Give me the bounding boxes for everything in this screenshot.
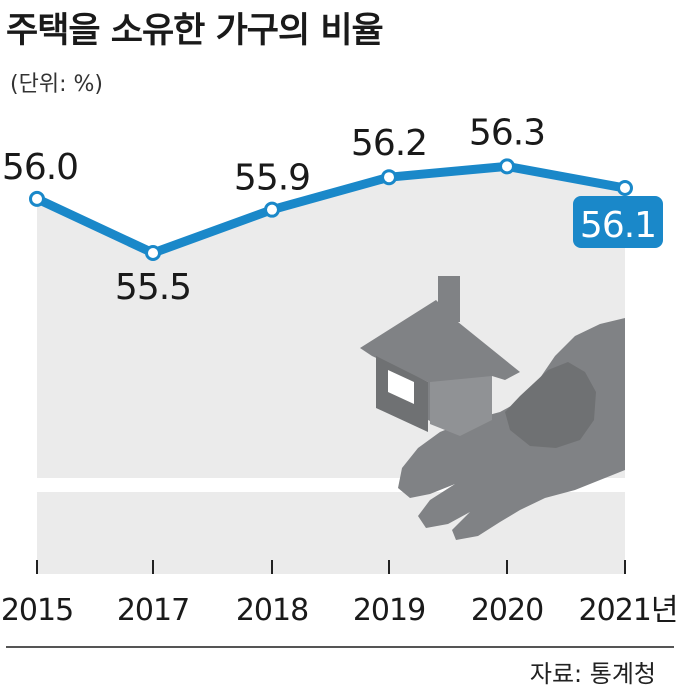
highlight-value-badge xyxy=(573,196,663,248)
x-tick-label-0: 2015 xyxy=(1,593,73,628)
x-tick-label-1: 2017 xyxy=(117,593,189,628)
value-label-2019: 56.2 xyxy=(351,123,427,164)
value-label-2017: 55.5 xyxy=(115,267,191,308)
chart-title: 주택을 소유한 가구의 비율 xyxy=(6,11,384,51)
x-axis-ticks xyxy=(36,560,626,574)
data-point-2019 xyxy=(381,169,397,186)
data-point-2015 xyxy=(29,190,45,207)
data-point-2017 xyxy=(145,245,161,261)
series-line xyxy=(32,161,630,258)
source-divider xyxy=(6,646,674,648)
x-tick-label-2: 2018 xyxy=(236,593,308,628)
value-label-2018: 55.9 xyxy=(234,158,310,199)
x-tick-label-3: 2019 xyxy=(353,593,425,628)
source-label: 자료: 통계청 xyxy=(529,660,656,688)
data-point-2018 xyxy=(264,201,280,218)
data-point-2020 xyxy=(499,158,515,175)
x-tick-label-5: 2021년 xyxy=(579,593,678,628)
value-label-2021년: 56.1 xyxy=(580,205,656,246)
unit-label: (단위: %) xyxy=(10,72,103,97)
hand-holding-house-icon xyxy=(360,276,625,540)
chart-area-fill xyxy=(37,166,625,575)
value-label-2020: 56.3 xyxy=(469,112,545,153)
data-point-2021년 xyxy=(617,180,633,197)
x-tick-label-4: 2020 xyxy=(471,593,543,628)
value-label-2015: 56.0 xyxy=(2,147,78,188)
